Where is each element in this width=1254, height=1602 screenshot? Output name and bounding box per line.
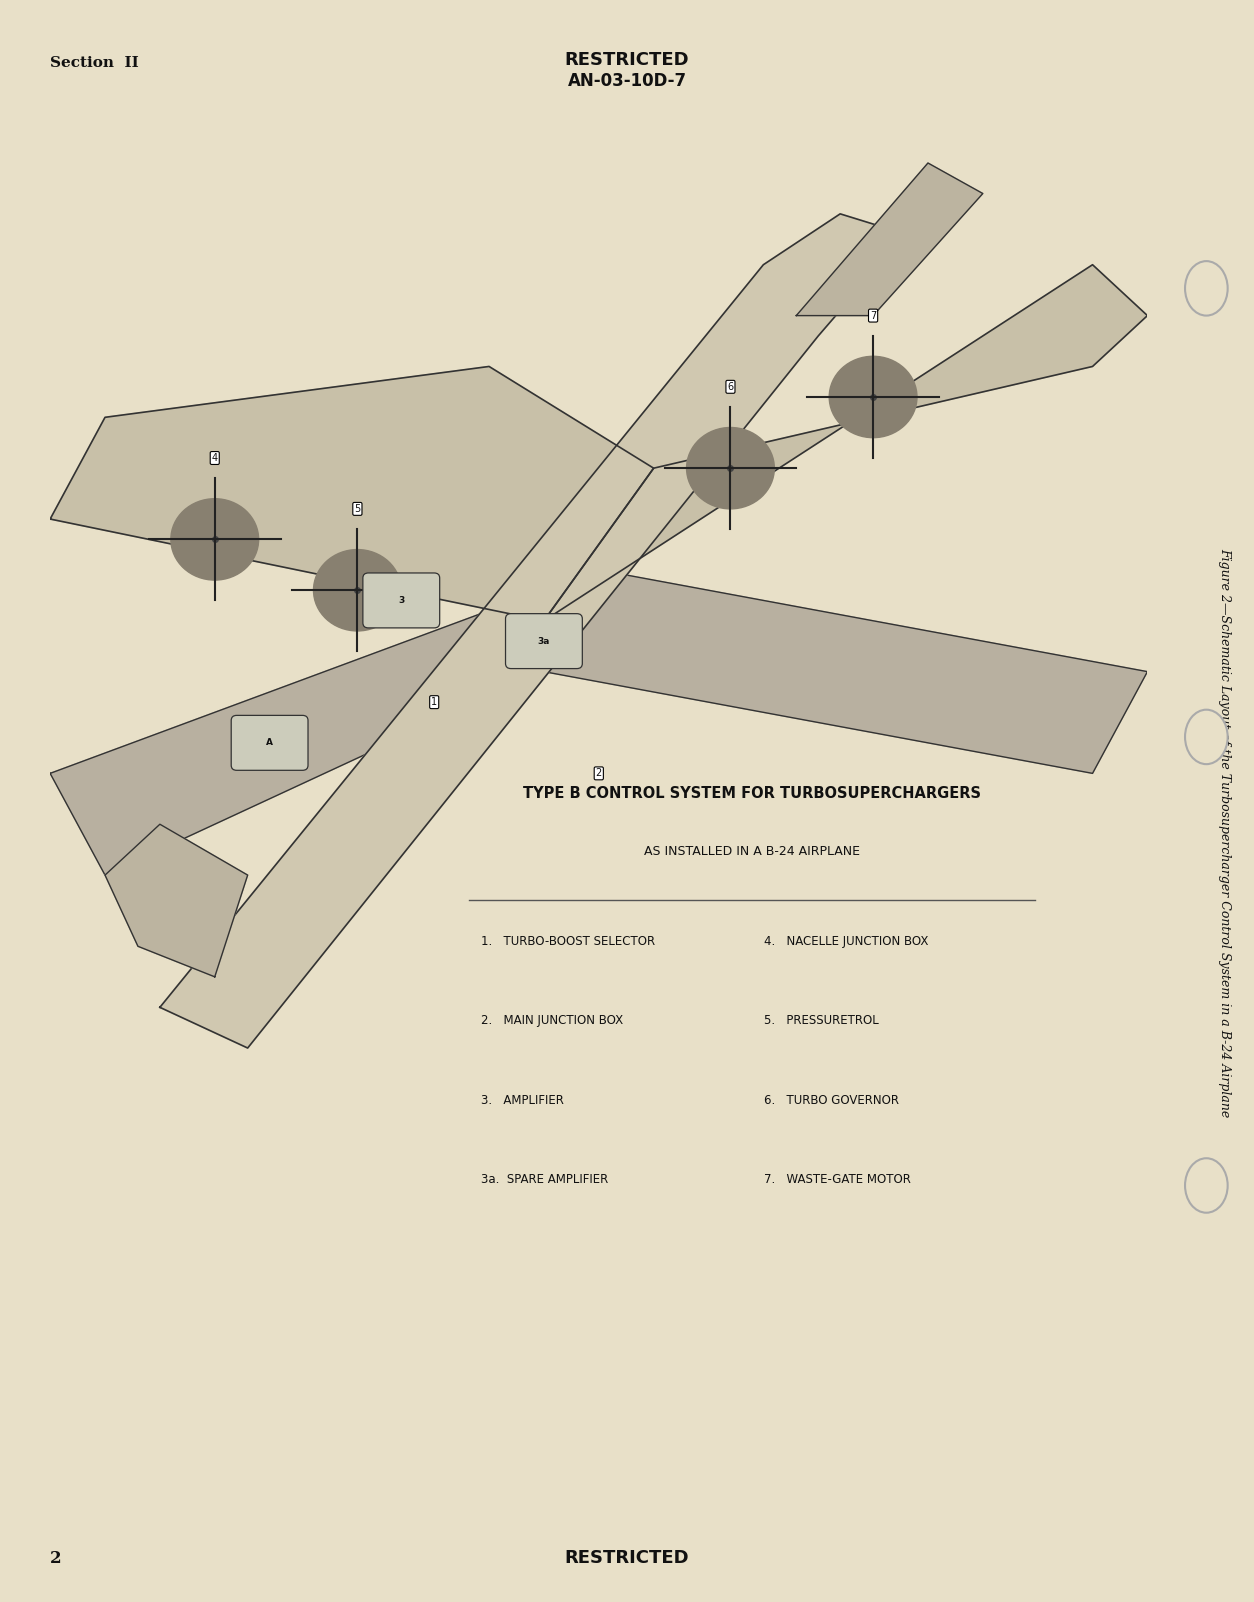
Text: Figure 2—Schematic Layout of the Turbosupercharger Control System in a B-24 Airp: Figure 2—Schematic Layout of the Turbosu… (1219, 548, 1231, 1118)
Text: 2: 2 (596, 769, 602, 779)
Text: 3: 3 (399, 596, 404, 606)
Text: A: A (266, 739, 273, 748)
Circle shape (1185, 1158, 1228, 1213)
Text: AN-03-10D-7: AN-03-10D-7 (568, 72, 686, 90)
Text: 6.   TURBO GOVERNOR: 6. TURBO GOVERNOR (764, 1094, 899, 1107)
Text: 7.   WASTE-GATE MOTOR: 7. WASTE-GATE MOTOR (764, 1173, 912, 1185)
Text: 4.   NACELLE JUNCTION BOX: 4. NACELLE JUNCTION BOX (764, 934, 928, 948)
Circle shape (314, 549, 401, 631)
Circle shape (1185, 710, 1228, 764)
Text: 6: 6 (727, 381, 734, 392)
Text: 3.   AMPLIFIER: 3. AMPLIFIER (482, 1094, 564, 1107)
Text: 1.   TURBO-BOOST SELECTOR: 1. TURBO-BOOST SELECTOR (482, 934, 656, 948)
Text: 2.   MAIN JUNCTION BOX: 2. MAIN JUNCTION BOX (482, 1014, 623, 1027)
FancyBboxPatch shape (231, 716, 308, 771)
Text: RESTRICTED: RESTRICTED (564, 51, 690, 69)
Text: 5.   PRESSURETROL: 5. PRESSURETROL (764, 1014, 879, 1027)
Text: 5: 5 (355, 505, 360, 514)
Text: TYPE B CONTROL SYSTEM FOR TURBOSUPERCHARGERS: TYPE B CONTROL SYSTEM FOR TURBOSUPERCHAR… (523, 785, 982, 801)
Polygon shape (796, 163, 983, 316)
Text: 1: 1 (431, 697, 438, 706)
Polygon shape (50, 367, 653, 622)
Circle shape (687, 428, 775, 509)
Text: 3a.  SPARE AMPLIFIER: 3a. SPARE AMPLIFIER (482, 1173, 608, 1185)
Polygon shape (50, 570, 1147, 875)
Text: 3a: 3a (538, 636, 551, 646)
Circle shape (171, 498, 258, 580)
Polygon shape (544, 264, 1147, 622)
Polygon shape (105, 823, 248, 977)
FancyBboxPatch shape (505, 614, 582, 668)
Circle shape (1185, 261, 1228, 316)
Circle shape (829, 356, 917, 437)
Text: 7: 7 (870, 311, 877, 320)
Text: Section  II: Section II (50, 56, 139, 70)
Text: RESTRICTED: RESTRICTED (564, 1549, 690, 1567)
Text: AS INSTALLED IN A B-24 AIRPLANE: AS INSTALLED IN A B-24 AIRPLANE (645, 846, 860, 859)
Text: 4: 4 (212, 453, 218, 463)
Text: 2: 2 (50, 1549, 61, 1567)
Polygon shape (161, 213, 905, 1048)
FancyBboxPatch shape (362, 574, 440, 628)
